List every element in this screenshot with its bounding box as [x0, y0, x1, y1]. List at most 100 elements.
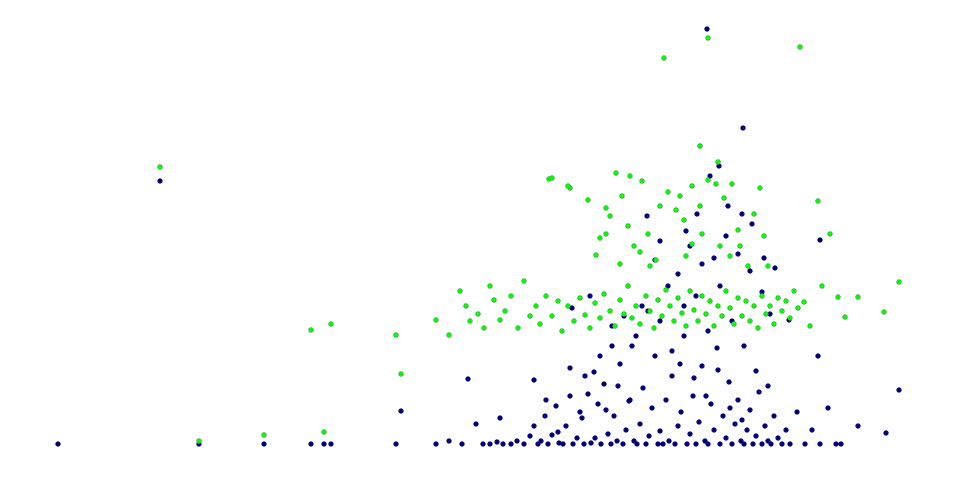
green-point [393, 332, 399, 338]
navy-point [750, 441, 756, 447]
navy-point [587, 293, 593, 299]
green-point [527, 313, 533, 319]
green-point [683, 323, 689, 329]
navy-point [585, 391, 591, 397]
green-point [637, 321, 643, 327]
navy-point [677, 361, 683, 367]
navy-point [723, 435, 729, 441]
navy-point [753, 368, 759, 374]
green-point [398, 371, 404, 377]
navy-point [815, 353, 821, 359]
navy-point [883, 430, 889, 436]
navy-point [643, 441, 649, 447]
green-point [767, 303, 773, 309]
green-point [619, 193, 625, 199]
navy-point [538, 438, 544, 444]
navy-point [328, 441, 334, 447]
green-point [607, 213, 613, 219]
green-point [671, 318, 677, 324]
green-point [592, 300, 598, 306]
navy-point [717, 441, 723, 447]
green-point [625, 283, 631, 289]
green-point [613, 170, 619, 176]
green-point [677, 193, 683, 199]
green-point [815, 198, 821, 204]
navy-point [543, 397, 549, 403]
green-point [661, 55, 667, 61]
series-navy-points [55, 26, 902, 447]
green-point [196, 438, 202, 444]
navy-point [640, 385, 646, 391]
green-point [617, 297, 623, 303]
green-point [475, 311, 481, 317]
green-point [757, 185, 763, 191]
navy-point [896, 387, 902, 393]
green-point [653, 257, 659, 263]
navy-point [735, 251, 741, 257]
navy-point [690, 393, 696, 399]
green-point [497, 317, 503, 323]
green-point [723, 288, 729, 294]
green-point [565, 183, 571, 189]
green-point [585, 197, 591, 203]
navy-point [617, 361, 623, 367]
navy-point [678, 409, 684, 415]
series-green-points [157, 35, 902, 444]
navy-point [669, 373, 675, 379]
green-point [597, 235, 603, 241]
green-point [555, 298, 561, 304]
green-point [647, 308, 653, 314]
green-point [612, 323, 618, 329]
navy-point [720, 413, 726, 419]
navy-point [657, 238, 663, 244]
green-point [651, 325, 657, 331]
navy-point [711, 427, 717, 433]
green-point [771, 321, 777, 327]
green-point [699, 231, 705, 237]
navy-point [683, 228, 689, 234]
navy-point [838, 441, 844, 447]
green-point [729, 181, 735, 187]
green-point [587, 325, 593, 331]
navy-point [717, 283, 723, 289]
navy-point [308, 441, 314, 447]
green-point [697, 203, 703, 209]
navy-point [687, 431, 693, 437]
green-point [775, 295, 781, 301]
navy-point [747, 407, 753, 413]
navy-point [699, 363, 705, 369]
green-point [607, 308, 613, 314]
navy-point [603, 407, 609, 413]
navy-point [699, 261, 705, 267]
green-point [735, 227, 741, 233]
green-point [621, 311, 627, 317]
navy-point [817, 441, 823, 447]
green-point [759, 293, 765, 299]
navy-point [487, 441, 493, 447]
green-point [639, 178, 645, 184]
navy-point [817, 237, 823, 243]
green-point [617, 261, 623, 267]
green-point [457, 288, 463, 294]
green-point [747, 318, 753, 324]
navy-point [756, 389, 762, 395]
navy-point [775, 435, 781, 441]
green-point [855, 294, 861, 300]
navy-point [531, 377, 537, 383]
green-point [625, 223, 631, 229]
navy-point [660, 441, 666, 447]
navy-point [494, 439, 500, 445]
navy-point [675, 271, 681, 277]
navy-point [747, 268, 753, 274]
navy-point [684, 441, 690, 447]
navy-point [739, 211, 745, 217]
navy-point [759, 441, 765, 447]
navy-point [446, 438, 452, 444]
green-point [508, 293, 514, 299]
green-point [515, 325, 521, 331]
navy-point [480, 441, 486, 447]
green-point [659, 313, 665, 319]
navy-point [567, 365, 573, 371]
green-point [721, 195, 727, 201]
